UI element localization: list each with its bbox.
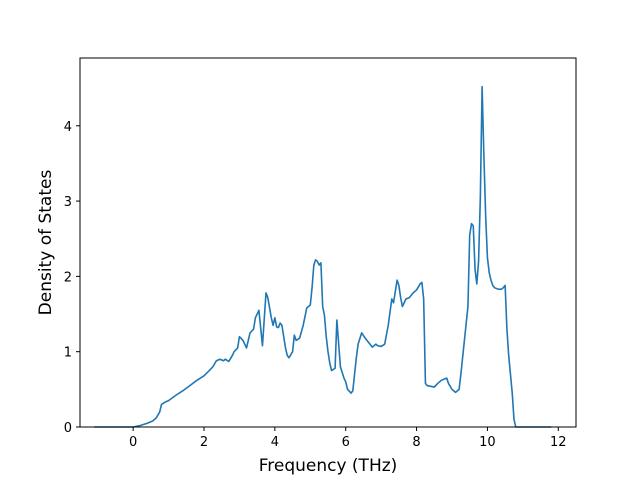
dos-series-line-0 [94,85,552,428]
y-tick-label: 2 [64,270,72,285]
x-tick-label: 2 [200,435,208,450]
plot-layer [94,85,552,428]
x-tick-label: 10 [479,435,496,450]
x-tick-label: 6 [342,435,350,450]
x-tick-label: 12 [550,435,567,450]
y-axis-ticks: 0 1 2 3 4 [64,120,80,436]
x-axis-ticks: 0 2 4 6 8 10 12 [129,427,567,450]
y-tick-label: 3 [64,195,72,210]
x-tick-label: 8 [412,435,420,450]
x-axis-label: Frequency (THz) [259,456,398,476]
x-tick-label: 4 [271,435,279,450]
plot-frame [79,57,577,428]
y-tick-label: 0 [64,421,72,436]
y-tick-label: 4 [64,120,72,135]
y-axis-label: Density of States [36,170,56,316]
x-tick-label: 0 [129,435,137,450]
y-tick-label: 1 [64,346,72,361]
